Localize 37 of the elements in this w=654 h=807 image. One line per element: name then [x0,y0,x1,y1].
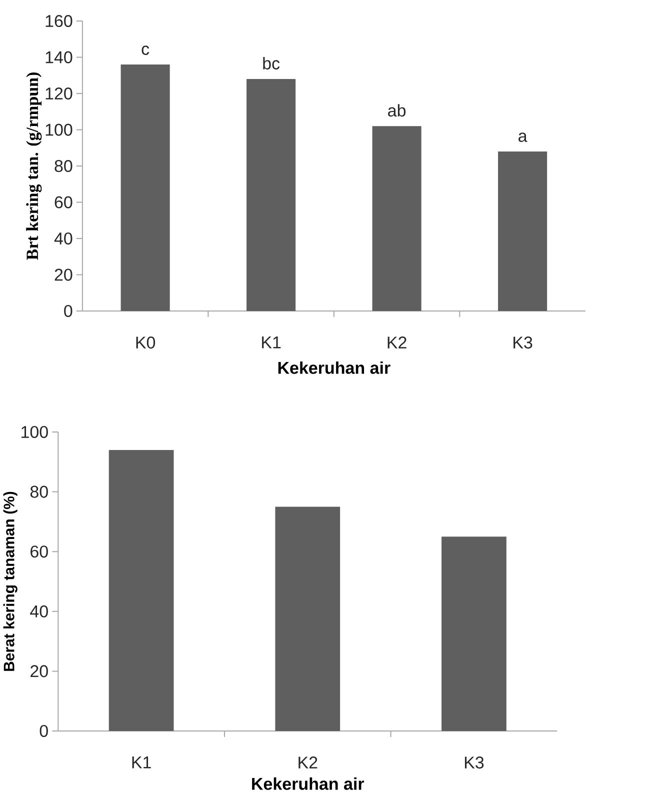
bar [108,450,174,731]
y-tick-label: 80 [30,486,48,498]
x-tick-label: K3 [464,756,484,769]
y-tick-label: 20 [30,665,48,678]
x-tick-label: K2 [298,756,318,768]
y-tick-label: 100 [46,124,72,136]
annotation: c [142,46,149,55]
annotation: bc [263,56,280,70]
x-axis-title: Kekeruhan air [278,361,390,374]
y-tick-label: 120 [46,87,72,100]
x-tick-label: K2 [388,336,406,348]
bar [120,64,170,311]
bar [372,126,422,311]
y-tick-label: 40 [30,605,48,618]
x-tick-label: K1 [262,336,280,348]
x-tick-label: K1 [132,756,151,768]
y-tick-label: 20 [54,268,72,281]
bar [441,536,506,731]
x-tick-label: K3 [513,336,532,349]
annotation: a [518,132,528,142]
bar [246,79,296,311]
y-tick-label: 40 [54,232,72,245]
y-tick-label: 100 [21,426,48,438]
x-tick-label: K0 [136,336,155,349]
bar [275,506,340,731]
y-tick-label: 0 [64,304,72,318]
annotation: ab [388,104,406,117]
y-tick-label: 160 [46,14,72,28]
y-tick-label: 60 [54,196,72,208]
bar [498,152,547,311]
y-axis-title: Berat kering tanaman (%) [3,492,18,671]
x-axis-title: Kekeruhan air [252,777,364,790]
y-tick-label: 0 [40,724,48,738]
y-tick-label: 60 [30,546,48,558]
y-axis-title: Brt kering tan. (g/rmpun) [26,72,42,260]
y-tick-label: 140 [46,51,72,64]
y-tick-label: 80 [54,160,72,172]
